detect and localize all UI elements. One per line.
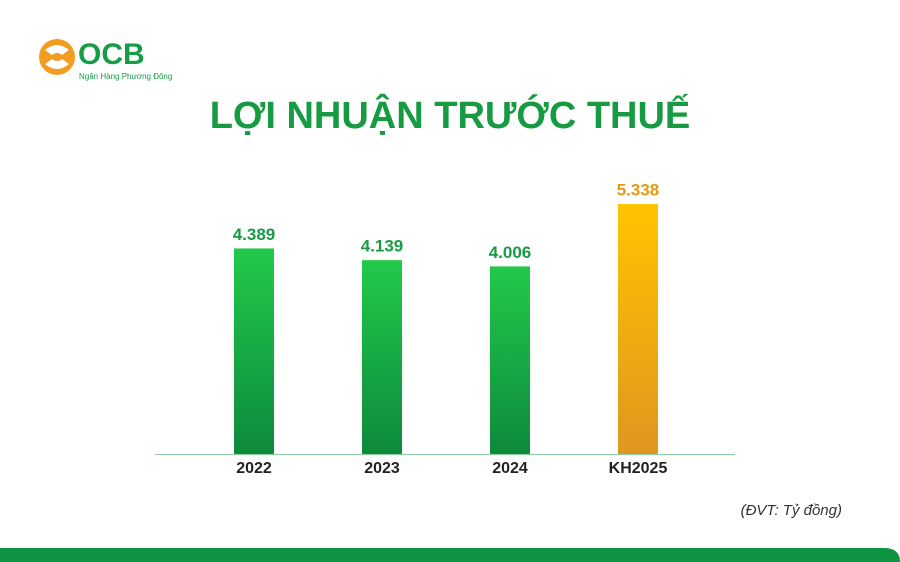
bar	[362, 260, 402, 454]
logo-icon	[39, 39, 75, 75]
footer-band	[0, 548, 900, 562]
bar	[490, 266, 530, 454]
bar	[234, 248, 274, 454]
x-tick-label: 2023	[364, 460, 400, 477]
logo-icon-shape	[45, 59, 69, 69]
unit-note: (ĐVT: Tỷ đồng)	[741, 502, 842, 519]
value-label: 4.389	[233, 225, 276, 244]
chart-title: LỢI NHUẬN TRƯỚC THUẾ	[210, 93, 691, 137]
logo-icon-shape	[45, 45, 69, 55]
bar	[618, 204, 658, 454]
logo: OCB Ngân Hàng Phương Đông	[39, 38, 172, 81]
value-label: 4.139	[361, 237, 404, 256]
x-tick-label: KH2025	[609, 460, 668, 477]
logo-tagline: Ngân Hàng Phương Đông	[79, 72, 172, 81]
logo-text: OCB	[78, 38, 145, 71]
x-tick-label: 2024	[492, 460, 528, 477]
x-tick-label: 2022	[236, 460, 272, 477]
value-label: 5.338	[617, 180, 660, 199]
value-label: 4.006	[489, 243, 532, 262]
